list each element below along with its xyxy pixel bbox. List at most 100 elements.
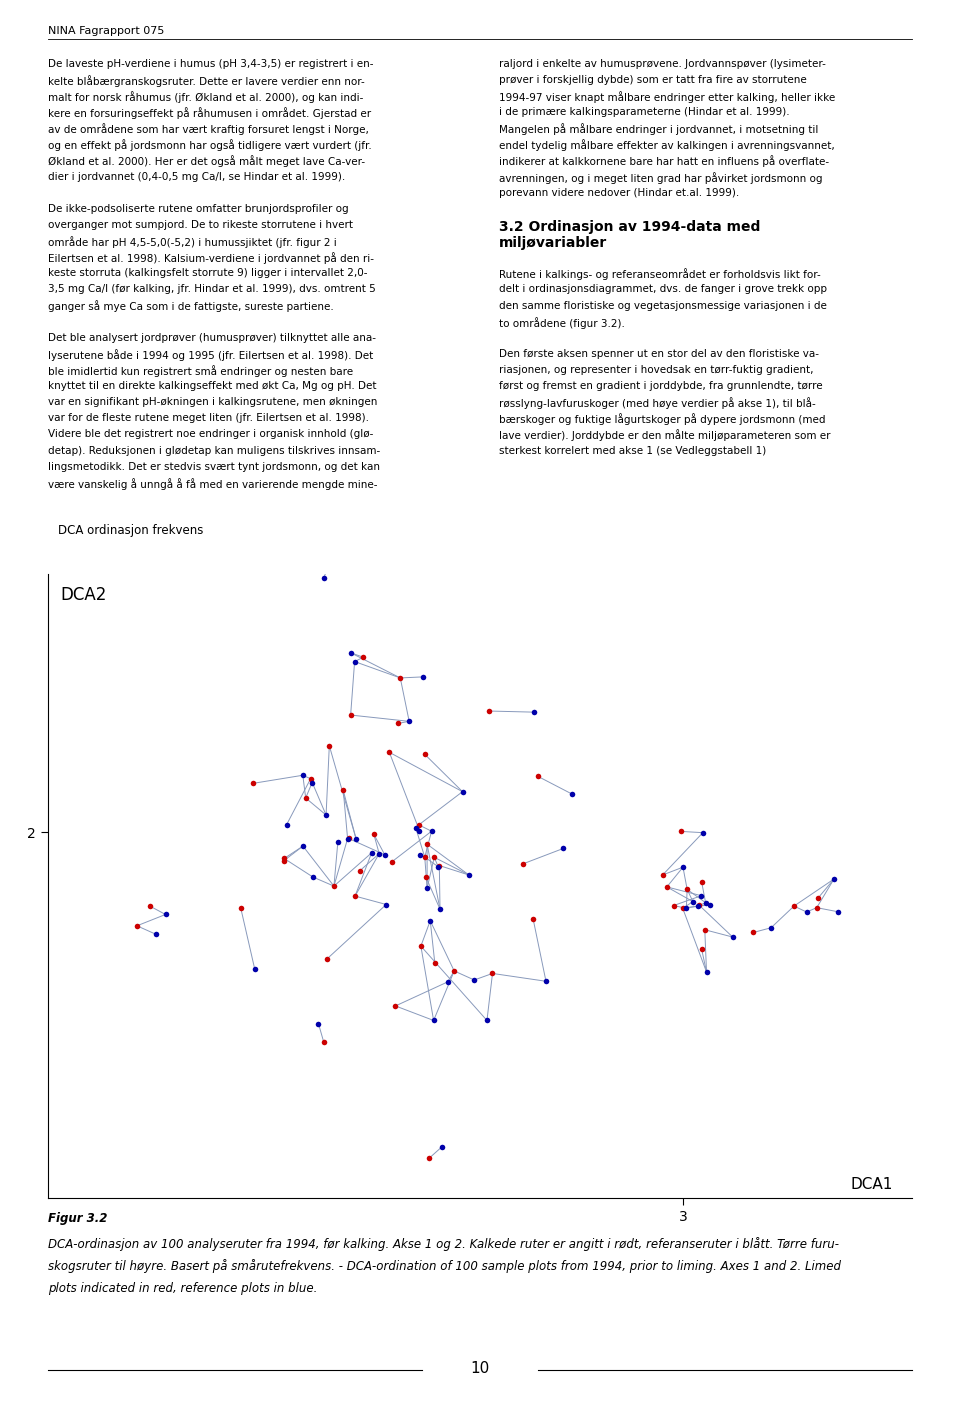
Point (343, 642, 358, 664)
Text: Det ble analysert jordprøver (humusprøver) tilknyttet alle ana-: Det ble analysert jordprøver (humusprøve… (48, 332, 376, 343)
Point (485, 962, 500, 985)
Text: Den første aksen spenner ut en stor del av den floristiske va-: Den første aksen spenner ut en stor del … (499, 349, 819, 359)
Point (430, 856, 445, 878)
Point (426, 1009, 442, 1031)
Point (296, 835, 311, 857)
Point (247, 958, 262, 981)
Point (157, 904, 173, 926)
Point (311, 1013, 326, 1035)
Point (304, 772, 320, 794)
Text: miljøvariabler: miljøvariabler (499, 237, 608, 249)
Point (675, 856, 690, 878)
Point (276, 849, 291, 871)
Point (303, 768, 319, 790)
Point (680, 878, 695, 901)
Point (348, 828, 364, 850)
Point (419, 866, 434, 888)
Text: først og fremst en gradient i jorddybde, fra grunnlendte, tørre: først og fremst en gradient i jorddybde,… (499, 381, 823, 391)
Point (322, 734, 337, 757)
Point (666, 894, 682, 916)
Text: raljord i enkelte av humusprøvene. Jordvannspøver (lysimeter-: raljord i enkelte av humusprøvene. Jordv… (499, 59, 826, 69)
Text: avrenningen, og i meget liten grad har påvirket jordsmonn og: avrenningen, og i meget liten grad har p… (499, 172, 823, 184)
Text: DCA-ordinasjon av 100 analyseruter fra 1994, før kalking. Akse 1 og 2. Kalkede r: DCA-ordinasjon av 100 analyseruter fra 1… (48, 1237, 839, 1251)
Text: DCA1: DCA1 (851, 1177, 893, 1192)
Text: var for de fleste rutene meget liten (jfr. Eilertsen et al. 1998).: var for de fleste rutene meget liten (jf… (48, 413, 369, 423)
Text: De ikke-podsoliserte rutene omfatter brunjordsprofiler og: De ikke-podsoliserte rutene omfatter bru… (48, 205, 348, 214)
Point (401, 710, 417, 733)
Point (694, 870, 709, 892)
Point (319, 804, 334, 827)
Point (526, 700, 541, 723)
Point (434, 1136, 449, 1159)
Text: to områdene (figur 3.2).: to områdene (figur 3.2). (499, 317, 625, 328)
Point (420, 834, 435, 856)
Point (343, 703, 358, 726)
Text: kere en forsuringseffekt på råhumusen i området. Gjerstad er: kere en forsuringseffekt på råhumusen i … (48, 108, 372, 119)
Point (295, 764, 310, 786)
Point (326, 874, 342, 897)
Text: Videre ble det registrert noe endringer i organisk innhold (glø-: Videre ble det registrert noe endringer … (48, 429, 373, 440)
Text: var en signifikant pH-økningen i kalkingsrutene, men økningen: var en signifikant pH-økningen i kalking… (48, 398, 377, 408)
Point (330, 831, 346, 853)
Point (432, 855, 447, 877)
Point (467, 968, 482, 991)
Point (694, 884, 709, 906)
Point (355, 646, 371, 668)
Point (316, 1031, 331, 1054)
Point (417, 743, 432, 765)
Text: delt i ordinasjonsdiagrammet, dvs. de fanger i grove trekk opp: delt i ordinasjonsdiagrammet, dvs. de fa… (499, 284, 828, 294)
Point (516, 853, 531, 876)
Point (827, 867, 842, 890)
Text: 3,5 mg Ca/l (før kalking, jfr. Hindar et al. 1999), dvs. omtrent 5: 3,5 mg Ca/l (før kalking, jfr. Hindar et… (48, 284, 375, 294)
Point (142, 895, 157, 918)
Point (699, 961, 714, 984)
Text: Økland et al. 2000). Her er det også målt meget lave Ca-ver-: Økland et al. 2000). Her er det også mål… (48, 156, 365, 167)
Point (424, 820, 440, 842)
Point (337, 506, 352, 528)
Point (393, 667, 408, 689)
Text: malt for norsk råhumus (jfr. Økland et al. 2000), og kan indi-: malt for norsk råhumus (jfr. Økland et a… (48, 91, 364, 102)
Point (352, 860, 368, 883)
Text: område har pH 4,5-5,0(-5,2) i humussjiktet (jfr. figur 2 i: område har pH 4,5-5,0(-5,2) i humussjikt… (48, 237, 337, 248)
Text: Rutene i kalkings- og referanseområdet er forholdsvis likt for-: Rutene i kalkings- og referanseområdet e… (499, 269, 821, 280)
Point (417, 846, 432, 869)
Point (366, 822, 381, 845)
Text: riasjonen, og representer i hovedsak en tørr-fuktig gradient,: riasjonen, og representer i hovedsak en … (499, 366, 814, 375)
Point (348, 885, 363, 908)
Point (746, 922, 761, 944)
Point (298, 787, 313, 810)
Point (411, 814, 426, 836)
Point (697, 919, 712, 941)
Point (786, 895, 802, 918)
Point (530, 765, 545, 787)
Point (413, 845, 428, 867)
Text: indikerer at kalkkornene bare har hatt en influens på overflate-: indikerer at kalkkornene bare har hatt e… (499, 156, 829, 167)
Text: i de primære kalkingsparameterne (Hindar et al. 1999).: i de primære kalkingsparameterne (Hindar… (499, 108, 790, 118)
Point (690, 895, 706, 918)
Point (479, 1009, 494, 1031)
Text: skogsruter til høyre. Basert på smårutefrekvens. - DCA-ordination of 100 sample : skogsruter til høyre. Basert på smårutef… (48, 1259, 841, 1274)
Point (276, 848, 292, 870)
Point (340, 828, 355, 850)
Text: og en effekt på jordsmonn har også tidligere vært vurdert (jfr.: og en effekt på jordsmonn har også tidli… (48, 140, 372, 151)
Point (364, 842, 379, 864)
Point (539, 969, 554, 992)
Point (685, 891, 701, 913)
Point (378, 894, 394, 916)
Point (694, 939, 709, 961)
Point (305, 866, 321, 888)
Point (130, 915, 145, 937)
Point (316, 567, 331, 590)
Text: 1994-97 viser knapt målbare endringer etter kalking, heller ikke: 1994-97 viser knapt målbare endringer et… (499, 91, 835, 102)
Text: Eilertsen et al. 1998). Kalsium-verdiene i jordvannet på den ri-: Eilertsen et al. 1998). Kalsium-verdiene… (48, 252, 374, 263)
Text: 3.2 Ordinasjon av 1994-data med: 3.2 Ordinasjon av 1994-data med (499, 220, 760, 234)
Point (341, 827, 356, 849)
Point (525, 908, 540, 930)
Point (809, 897, 825, 919)
Point (660, 876, 675, 898)
Point (382, 741, 397, 764)
Point (810, 887, 826, 909)
Text: DCA ordinasjon frekvens: DCA ordinasjon frekvens (58, 524, 203, 537)
Point (564, 783, 580, 806)
Point (388, 995, 403, 1017)
